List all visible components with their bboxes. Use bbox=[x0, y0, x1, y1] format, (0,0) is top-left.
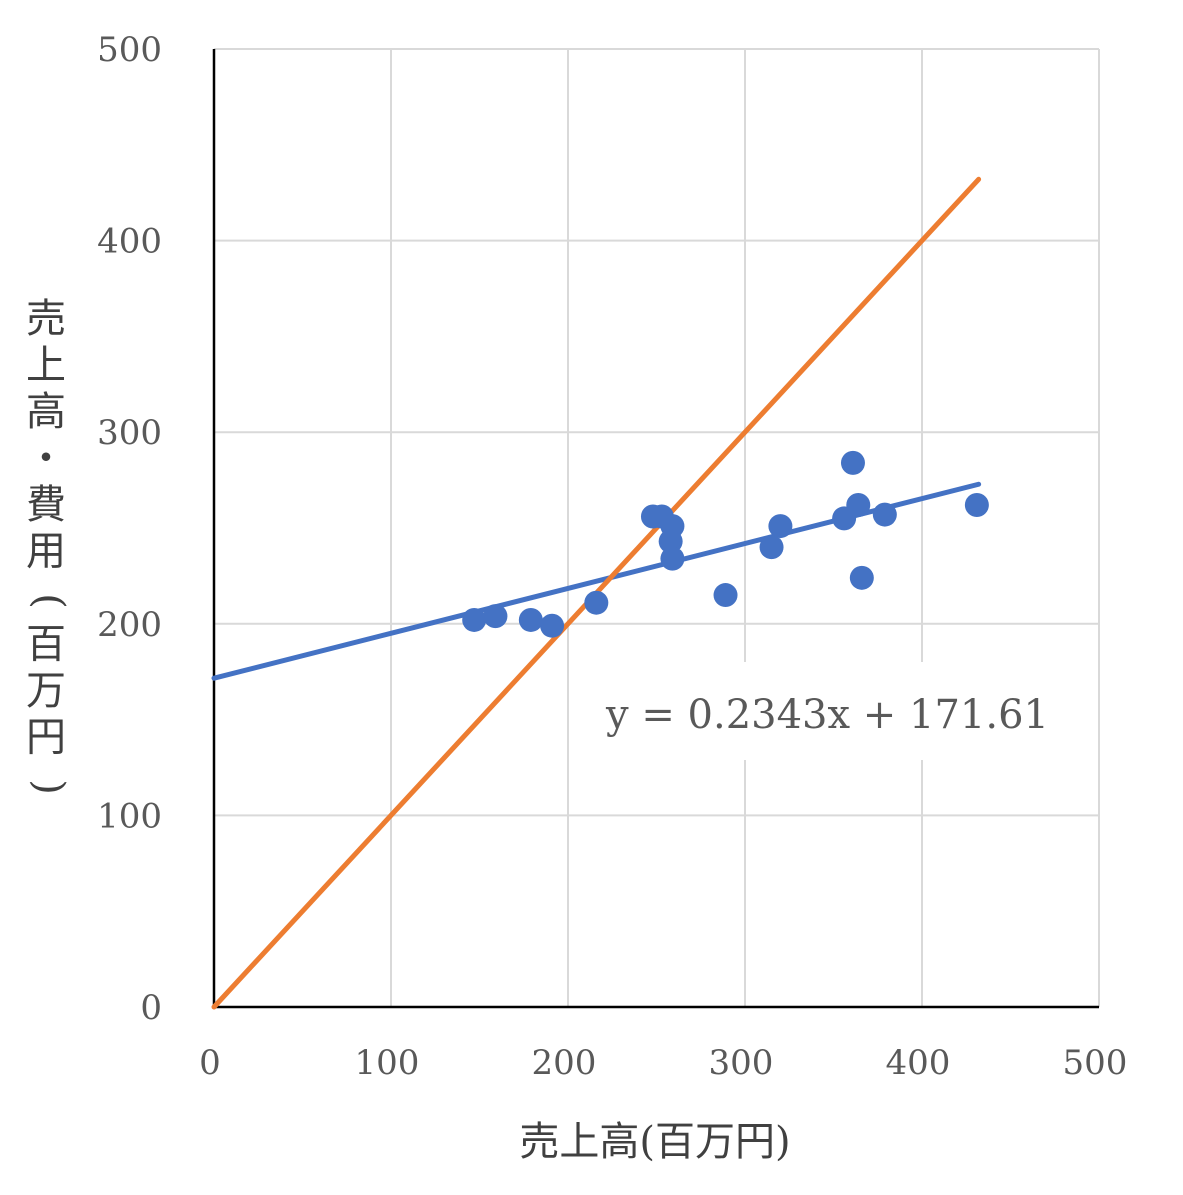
scatter-point bbox=[768, 514, 793, 539]
y-axis-title-char: 百 bbox=[26, 622, 66, 668]
y-tick-label: 200 bbox=[97, 605, 162, 645]
y-tick-label: 500 bbox=[97, 30, 162, 70]
x-tick-label: 500 bbox=[1063, 1043, 1128, 1083]
y-tick-label: 100 bbox=[97, 796, 162, 836]
x-tick-label: 200 bbox=[532, 1043, 597, 1083]
scatter-point bbox=[584, 590, 609, 615]
y-tick-label: 400 bbox=[97, 222, 162, 262]
scatter-points bbox=[462, 450, 989, 638]
scatter-point bbox=[518, 607, 543, 632]
y-tick-label: 0 bbox=[140, 988, 162, 1028]
scatter-point bbox=[540, 613, 565, 638]
gridlines bbox=[214, 48, 1100, 1007]
scatter-point bbox=[483, 604, 508, 629]
scatter-point bbox=[660, 546, 685, 571]
scatter-point bbox=[658, 529, 683, 554]
scatter-point bbox=[462, 607, 487, 632]
equation-label-background bbox=[592, 662, 1072, 760]
x-tick-label: 300 bbox=[709, 1043, 774, 1083]
scatter-point bbox=[759, 535, 784, 560]
x-axis-title: 売上高(百万円) bbox=[519, 1119, 790, 1165]
y-tick-labels: 0 100 200 300 400 500 bbox=[97, 30, 162, 1028]
y-axis-title-char: 用 bbox=[26, 529, 66, 575]
y-axis-title-char: 上 bbox=[26, 343, 66, 389]
scatter-point bbox=[964, 493, 989, 518]
scatter-point bbox=[872, 502, 897, 527]
y-axis-title: 売上高・費用 ( 百万円) bbox=[26, 296, 72, 795]
x-tick-label: 0 bbox=[199, 1043, 221, 1083]
y-axis-title-char: 売 bbox=[26, 296, 66, 342]
x-tick-label: 400 bbox=[886, 1043, 951, 1083]
y-axis-title-char: ) bbox=[26, 779, 72, 795]
y-tick-label: 300 bbox=[97, 413, 162, 453]
y-axis-title-char: 万 bbox=[26, 668, 66, 714]
scatter-point bbox=[846, 493, 871, 518]
scatter-point bbox=[713, 583, 738, 608]
trendline-equation-label: y = 0.2343x + 171.61 bbox=[605, 692, 1049, 738]
axes bbox=[212, 49, 1099, 1009]
y-axis-title-char: 高 bbox=[26, 389, 66, 435]
x-tick-labels: 0 100 200 300 400 500 bbox=[199, 1043, 1127, 1083]
y-axis-title-char: ( bbox=[26, 593, 72, 609]
x-tick-label: 100 bbox=[355, 1043, 420, 1083]
scatter-point bbox=[840, 450, 865, 475]
y-axis-title-char: 費 bbox=[26, 482, 66, 528]
y-axis-title-char: ・ bbox=[26, 436, 66, 482]
scatter-point bbox=[849, 565, 874, 590]
y-axis-title-char: 円 bbox=[26, 715, 66, 761]
